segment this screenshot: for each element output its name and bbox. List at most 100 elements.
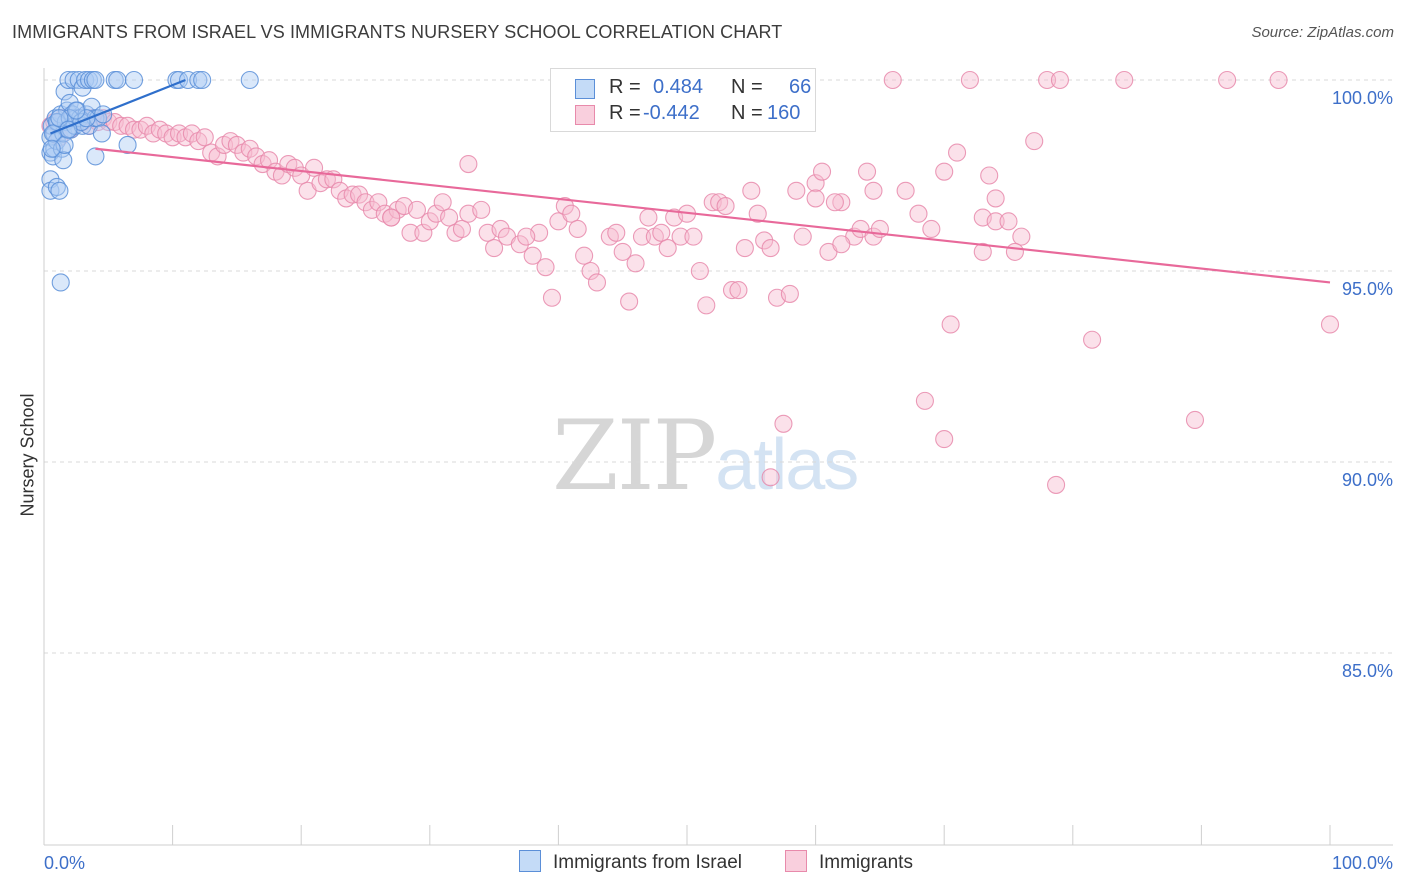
immigrants-point [1047,475,1066,494]
immigrants-point [485,239,504,258]
israel-point [92,124,111,143]
watermark-atlas: atlas [715,425,859,505]
israel-point [86,70,105,90]
bottom-legend-swatch-blue [519,850,541,872]
immigrants-point [620,292,639,311]
immigrants-point [285,158,304,177]
immigrants-point [915,391,934,410]
immigrants-point [382,208,401,227]
immigrants-point [1050,70,1069,90]
israel-point [189,70,208,90]
immigrants-point [787,181,806,200]
immigrants-point [568,219,587,239]
immigrants-point [581,261,600,281]
immigrants-point [825,193,844,212]
bottom-legend-label-immigrants: Immigrants [819,852,913,873]
immigrants-point [671,227,690,246]
chart-title: IMMIGRANTS FROM ISRAEL VS IMMIGRANTS NUR… [12,22,783,42]
immigrants-point [1038,70,1057,90]
immigrants-point [716,197,735,216]
immigrants-point [575,246,594,265]
immigrants-point [536,258,555,277]
immigrants-points [41,70,1340,494]
immigrants-point [259,151,279,170]
watermark-zip: ZIP [552,400,717,512]
immigrants-point [401,223,420,242]
israel-point [193,70,212,90]
immigrants-point [1025,132,1044,151]
immigrants-point [632,227,652,246]
immigrants-point [812,162,832,181]
immigrants-point [491,219,510,239]
immigrants-point [613,242,632,261]
immigrants-point [980,166,999,185]
israel-point [124,70,144,90]
immigrants-point [986,212,1005,231]
bottom-legend-swatch-pink [785,850,807,872]
immigrants-point [735,239,754,258]
israel-point [79,70,99,90]
immigrants-point [658,239,677,258]
immigrants-point [941,315,960,334]
immigrants-point [1185,410,1205,430]
legend-r-label: R = [609,76,641,98]
axes [43,68,1393,846]
immigrants-point [626,254,645,273]
legend-r-value: -0.442 [643,102,700,124]
immigrants-point [510,235,529,254]
immigrants-point [909,204,928,223]
immigrants-point [697,296,716,315]
immigrants-point [780,284,799,303]
israel-point [108,70,127,90]
israel-point [118,135,137,154]
immigrants-point [896,181,915,200]
immigrants-point [806,174,825,193]
israel-point [67,101,86,120]
immigrants-point [748,204,767,223]
legend-n-value: 66 [789,76,812,98]
immigrants-point [542,288,562,307]
legend-n-label: N = [731,76,763,98]
immigrants-point [459,154,478,174]
immigrants-point [761,468,780,487]
legend-r-label: R = [609,102,641,124]
immigrants-point [986,189,1005,208]
y-tick-label: 100.0% [1332,88,1393,108]
legend-r-value: 0.484 [653,76,704,98]
immigrants-point [935,162,954,181]
immigrants-point [806,189,825,208]
y-axis-label: Nursery School [17,393,38,517]
immigrants-point [523,246,542,265]
israel-point [86,147,105,166]
israel-point [54,151,73,170]
x-tick-label-max: 100.0% [1332,853,1393,873]
correlation-legend: R = 0.484 N = 66 R = -0.442 N = 160 [550,68,816,132]
immigrants-point [935,430,954,449]
immigrants-point [922,219,941,239]
tick-labels: 100.0% 95.0% 90.0% 85.0% 0.0% 100.0% [44,88,1393,873]
immigrants-trend-line [95,147,1331,284]
immigrants-point [1115,70,1134,90]
y-tick-label: 95.0% [1342,279,1393,299]
legend-swatch-pink [575,105,595,125]
watermark: ZIPatlas [552,400,859,512]
trend-lines [50,78,1331,284]
immigrants-point [761,239,780,258]
immigrants-point [793,227,812,246]
immigrants-point [1083,330,1102,349]
immigrants-point [195,128,214,147]
immigrants-point [407,200,426,219]
immigrants-point [864,181,883,200]
immigrants-point [729,281,748,300]
immigrants-point [832,235,851,254]
israel-point [51,273,70,292]
immigrants-point [960,70,979,90]
immigrants-point [755,231,774,250]
immigrants-point [1012,227,1031,246]
israel-point [240,70,259,90]
immigrants-point [420,212,439,231]
israel-point [50,181,69,200]
immigrants-point [433,193,452,212]
immigrants-point [883,70,902,90]
immigrants-point [587,273,607,292]
